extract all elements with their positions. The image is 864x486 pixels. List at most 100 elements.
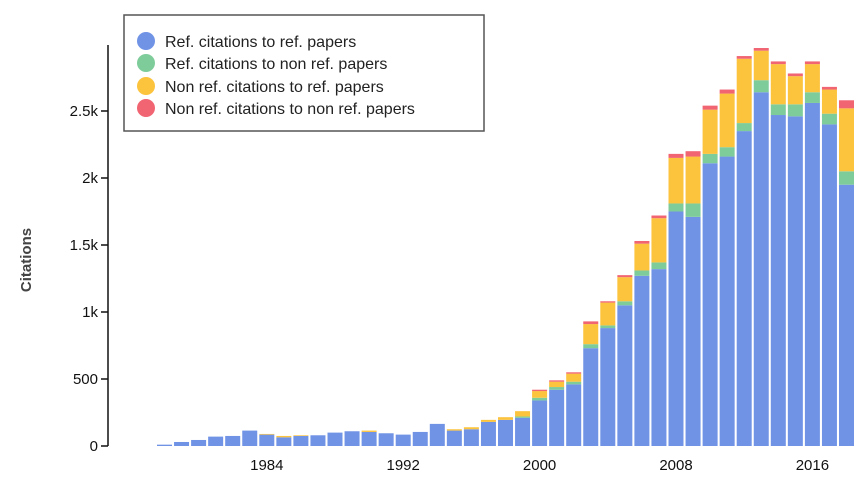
- bar-2005-series-3: [617, 275, 633, 278]
- y-tick-label: 1.5k: [70, 237, 99, 254]
- bar-1982-series-0: [225, 435, 241, 446]
- bar-1984-series-2: [259, 433, 275, 435]
- bar-2000-series-2: [532, 391, 548, 398]
- legend-marker-0: [137, 32, 155, 50]
- bar-2006-series-3: [634, 240, 650, 244]
- legend-label-2: Non ref. citations to ref. papers: [165, 79, 384, 96]
- bar-2008-series-0: [668, 211, 684, 446]
- bar-1997-series-2: [480, 419, 496, 422]
- x-ticks: 1984 1992 2000 2008 2016: [250, 457, 829, 474]
- bar-1986-series-0: [293, 435, 309, 446]
- bar-2001-series-2: [549, 381, 565, 388]
- bar-2014-series-1: [770, 104, 786, 116]
- bar-2014-series-3: [770, 61, 786, 65]
- bar-2000-series-3: [532, 389, 548, 392]
- bar-1979-series-0: [174, 441, 190, 446]
- bar-1992-series-0: [395, 434, 411, 446]
- bar-2017-series-1: [821, 113, 837, 125]
- bar-2006-series-2: [634, 243, 650, 271]
- bar-2013-series-3: [753, 48, 769, 51]
- bar-1981-series-0: [208, 436, 224, 446]
- bar-1998-series-2: [498, 417, 513, 420]
- bar-2011-series-1: [719, 147, 735, 157]
- legend-label-0: Ref. citations to ref. papers: [165, 34, 356, 51]
- bar-2015-series-3: [787, 73, 803, 77]
- bar-1994-series-0: [429, 423, 445, 446]
- bar-2001-series-0: [549, 389, 565, 446]
- bar-2012-series-2: [736, 58, 752, 124]
- bar-1980-series-0: [191, 439, 207, 446]
- bar-2008-series-3: [668, 153, 684, 158]
- x-tick-label: 1992: [387, 457, 420, 474]
- y-tick-label: 1k: [82, 304, 98, 321]
- bar-1995-series-0: [446, 430, 462, 446]
- y-tick-label: 2k: [82, 170, 98, 187]
- bar-2012-series-0: [736, 131, 752, 446]
- bar-1990-series-2: [361, 430, 377, 432]
- bar-2007-series-1: [651, 262, 667, 270]
- bars-layer: [157, 48, 854, 447]
- legend-box: [123, 14, 485, 132]
- bar-1997-series-0: [480, 421, 496, 446]
- y-tick-label: 2.5k: [70, 103, 99, 120]
- legend: Ref. citations to ref. papers Ref. citat…: [123, 14, 485, 132]
- bar-2016-series-1: [804, 92, 820, 103]
- bar-2002-series-1: [566, 381, 582, 385]
- bar-2005-series-0: [617, 305, 633, 446]
- bar-1995-series-2: [446, 429, 462, 431]
- bar-1996-series-2: [463, 427, 479, 430]
- bar-2010-series-3: [702, 105, 718, 110]
- bar-1996-series-0: [463, 429, 479, 446]
- y-axis-label: Citations: [18, 228, 35, 292]
- bar-1984-series-0: [259, 434, 275, 446]
- bar-2018-series-0: [839, 184, 854, 446]
- bar-2004-series-1: [600, 325, 616, 329]
- bar-1986-series-2: [293, 435, 309, 436]
- bar-1990-series-0: [361, 431, 377, 446]
- x-tick-label: 2000: [523, 457, 556, 474]
- bar-2018-series-3: [839, 100, 854, 109]
- bar-2003-series-0: [583, 348, 599, 446]
- bar-2013-series-0: [753, 92, 769, 447]
- x-tick-label: 1984: [250, 457, 283, 474]
- bar-2009-series-2: [685, 156, 701, 204]
- bar-1978-series-0: [157, 444, 172, 446]
- bar-1993-series-0: [412, 431, 428, 446]
- bar-1985-series-0: [276, 437, 292, 446]
- legend-label-1: Ref. citations to non ref. papers: [165, 56, 387, 73]
- bar-2018-series-1: [839, 171, 854, 185]
- bar-1983-series-0: [242, 430, 258, 446]
- bar-2002-series-2: [566, 373, 582, 382]
- x-tick-label: 2008: [659, 457, 692, 474]
- bar-2008-series-2: [668, 157, 684, 204]
- bar-2001-series-1: [549, 387, 565, 390]
- bar-1985-series-2: [276, 435, 292, 438]
- bar-1988-series-0: [327, 432, 343, 446]
- bar-2017-series-3: [821, 86, 837, 90]
- bar-2001-series-3: [549, 380, 565, 382]
- bar-2007-series-2: [651, 218, 667, 263]
- legend-marker-1: [137, 54, 155, 72]
- bar-1999-series-1: [515, 416, 531, 418]
- bar-1991-series-0: [378, 433, 394, 446]
- bar-2014-series-0: [770, 115, 786, 447]
- bar-2014-series-2: [770, 64, 786, 105]
- bar-2011-series-2: [719, 93, 735, 148]
- bar-2013-series-2: [753, 50, 769, 81]
- bar-2012-series-1: [736, 123, 752, 132]
- bar-2016-series-0: [804, 102, 820, 447]
- bar-2003-series-1: [583, 344, 599, 349]
- bar-1999-series-0: [515, 417, 531, 446]
- bar-2009-series-0: [685, 216, 701, 446]
- bar-2011-series-0: [719, 156, 735, 446]
- bar-2006-series-0: [634, 275, 650, 446]
- bar-1987-series-0: [310, 435, 326, 446]
- bar-2017-series-0: [821, 124, 837, 447]
- bar-2000-series-1: [532, 397, 548, 401]
- bar-2000-series-0: [532, 400, 548, 446]
- bar-2009-series-3: [685, 151, 701, 157]
- legend-label-3: Non ref. citations to non ref. papers: [165, 101, 415, 118]
- bar-2007-series-3: [651, 215, 667, 219]
- legend-marker-3: [137, 99, 155, 117]
- bar-2009-series-1: [685, 203, 701, 217]
